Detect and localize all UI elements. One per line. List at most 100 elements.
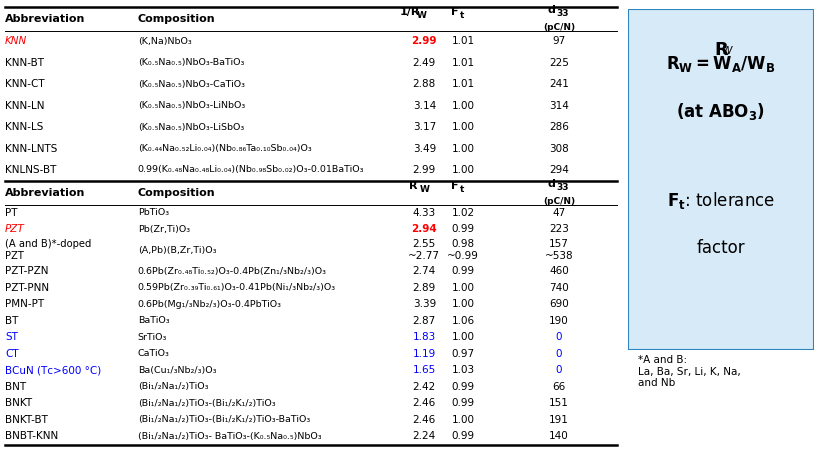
Text: Ba(Cu₁/₃Nb₂/₃)O₃: Ba(Cu₁/₃Nb₂/₃)O₃ xyxy=(137,366,216,375)
Text: 308: 308 xyxy=(548,144,568,154)
Text: KNN-LS: KNN-LS xyxy=(5,122,43,132)
Text: 314: 314 xyxy=(548,101,568,110)
Text: *A and B:
La, Ba, Sr, Li, K, Na,
and Nb: *A and B: La, Ba, Sr, Li, K, Na, and Nb xyxy=(637,355,739,388)
Text: 3.17: 3.17 xyxy=(412,122,436,132)
Text: PZT: PZT xyxy=(5,251,24,261)
Text: 3.39: 3.39 xyxy=(412,299,436,309)
Text: 140: 140 xyxy=(548,431,568,441)
Text: Composition: Composition xyxy=(137,13,215,24)
Text: (pC/N): (pC/N) xyxy=(542,197,575,206)
Text: (Bi₁/₂Na₁/₂)TiO₃- BaTiO₃-(K₀.₅Na₀.₅)NbO₃: (Bi₁/₂Na₁/₂)TiO₃- BaTiO₃-(K₀.₅Na₀.₅)NbO₃ xyxy=(137,432,321,441)
Text: 2.46: 2.46 xyxy=(412,398,436,408)
Text: 2.49: 2.49 xyxy=(412,58,436,68)
Text: 151: 151 xyxy=(548,398,568,408)
Text: 0.6Pb(Zr₀.₄₈Ti₀.₅₂)O₃-0.4Pb(Zn₁/₃Nb₂/₃)O₃: 0.6Pb(Zr₀.₄₈Ti₀.₅₂)O₃-0.4Pb(Zn₁/₃Nb₂/₃)O… xyxy=(137,267,326,276)
Text: (pC/N): (pC/N) xyxy=(542,23,575,32)
Text: KNN: KNN xyxy=(5,36,27,46)
Text: 740: 740 xyxy=(548,283,568,293)
Text: 2.88: 2.88 xyxy=(412,79,436,89)
Text: factor: factor xyxy=(696,239,744,257)
Text: 1.00: 1.00 xyxy=(451,101,474,110)
Text: 1.00: 1.00 xyxy=(451,165,474,175)
Text: 2.24: 2.24 xyxy=(412,431,436,441)
Text: 157: 157 xyxy=(548,239,568,250)
Text: 286: 286 xyxy=(548,122,568,132)
Text: CT: CT xyxy=(5,349,18,359)
Text: 3.14: 3.14 xyxy=(412,101,436,110)
Text: 1.00: 1.00 xyxy=(451,332,474,342)
Text: 1.06: 1.06 xyxy=(451,316,474,326)
Text: (Bi₁/₂Na₁/₂)TiO₃-(Bi₁/₂K₁/₂)TiO₃-BaTiO₃: (Bi₁/₂Na₁/₂)TiO₃-(Bi₁/₂K₁/₂)TiO₃-BaTiO₃ xyxy=(137,415,310,424)
Text: (K₀.₅Na₀.₅)NbO₃-CaTiO₃: (K₀.₅Na₀.₅)NbO₃-CaTiO₃ xyxy=(137,80,244,89)
Text: 1.02: 1.02 xyxy=(451,208,474,218)
Text: 2.99: 2.99 xyxy=(412,165,436,175)
Text: ST: ST xyxy=(5,332,18,342)
Text: BNKT-BT: BNKT-BT xyxy=(5,415,48,425)
Text: 0.99: 0.99 xyxy=(451,382,474,392)
Text: 223: 223 xyxy=(548,224,568,234)
Text: F: F xyxy=(450,7,458,17)
FancyBboxPatch shape xyxy=(627,9,813,350)
Text: KNN-LN: KNN-LN xyxy=(5,101,45,110)
Text: 0: 0 xyxy=(555,365,561,375)
Text: Abbreviation: Abbreviation xyxy=(5,188,85,198)
Text: PT: PT xyxy=(5,208,17,218)
Text: (K₀.₅Na₀.₅)NbO₃-BaTiO₃: (K₀.₅Na₀.₅)NbO₃-BaTiO₃ xyxy=(137,58,243,67)
Text: 1.01: 1.01 xyxy=(451,36,474,46)
Text: 1.00: 1.00 xyxy=(451,144,474,154)
Text: 1/R: 1/R xyxy=(399,7,419,17)
Text: 241: 241 xyxy=(548,79,568,89)
Text: 0.59Pb(Zr₀.₃₉Ti₀.₆₁)O₃-0.41Pb(Ni₁/₃Nb₂/₃)O₃: 0.59Pb(Zr₀.₃₉Ti₀.₆₁)O₃-0.41Pb(Ni₁/₃Nb₂/₃… xyxy=(137,283,335,292)
Text: 1.01: 1.01 xyxy=(451,58,474,68)
Text: (K,Na)NbO₃: (K,Na)NbO₃ xyxy=(137,37,191,46)
Text: 1.00: 1.00 xyxy=(451,415,474,425)
Text: PZT: PZT xyxy=(5,224,25,234)
Text: BT: BT xyxy=(5,316,18,326)
Text: 1.00: 1.00 xyxy=(451,122,474,132)
Text: SrTiO₃: SrTiO₃ xyxy=(137,333,167,342)
Text: (K₀.₅Na₀.₅)NbO₃-LiSbO₃: (K₀.₅Na₀.₅)NbO₃-LiSbO₃ xyxy=(137,123,243,132)
Text: 0.98: 0.98 xyxy=(451,239,474,250)
Text: 2.94: 2.94 xyxy=(411,224,436,234)
Text: $\mathbf{F_t}$: tolerance: $\mathbf{F_t}$: tolerance xyxy=(666,189,774,211)
Text: ~538: ~538 xyxy=(544,251,572,261)
Text: 1.00: 1.00 xyxy=(451,283,474,293)
Text: 0.99: 0.99 xyxy=(451,266,474,277)
Text: 191: 191 xyxy=(548,415,568,425)
Text: 1.00: 1.00 xyxy=(451,299,474,309)
Text: 33: 33 xyxy=(556,9,568,18)
Text: d: d xyxy=(547,179,555,189)
Text: CaTiO₃: CaTiO₃ xyxy=(137,349,170,358)
Text: 294: 294 xyxy=(548,165,568,175)
Text: W: W xyxy=(419,185,429,194)
Text: 3.49: 3.49 xyxy=(412,144,436,154)
Text: BNT: BNT xyxy=(5,382,26,392)
Text: 0.99: 0.99 xyxy=(451,431,474,441)
Text: ~0.99: ~0.99 xyxy=(446,251,479,261)
Text: 0.97: 0.97 xyxy=(451,349,474,359)
Text: (A and B)*-doped: (A and B)*-doped xyxy=(5,239,91,250)
Text: R: R xyxy=(713,41,727,59)
Text: 690: 690 xyxy=(548,299,568,309)
Text: F: F xyxy=(450,181,458,191)
Text: Abbreviation: Abbreviation xyxy=(5,13,85,24)
Text: 1.19: 1.19 xyxy=(412,349,436,359)
Text: W: W xyxy=(416,11,426,20)
Text: 0.6Pb(Mg₁/₃Nb₂/₃)O₃-0.4PbTiO₃: 0.6Pb(Mg₁/₃Nb₂/₃)O₃-0.4PbTiO₃ xyxy=(137,300,282,309)
Text: 0.99(K₀.₄₈Na₀.₄₈Li₀.₀₄)(Nb₀.₉₈Sb₀.₀₂)O₃-0.01BaTiO₃: 0.99(K₀.₄₈Na₀.₄₈Li₀.₀₄)(Nb₀.₉₈Sb₀.₀₂)O₃-… xyxy=(137,166,363,175)
Text: (K₀.₅Na₀.₅)NbO₃-LiNbO₃: (K₀.₅Na₀.₅)NbO₃-LiNbO₃ xyxy=(137,101,244,110)
Text: 66: 66 xyxy=(551,382,565,392)
Text: 2.46: 2.46 xyxy=(412,415,436,425)
Text: 0.99: 0.99 xyxy=(451,224,474,234)
Text: PMN-PT: PMN-PT xyxy=(5,299,44,309)
Text: 2.89: 2.89 xyxy=(412,283,436,293)
Text: KNN-CT: KNN-CT xyxy=(5,79,45,89)
Text: BNBT-KNN: BNBT-KNN xyxy=(5,431,58,441)
Text: KNN-LNTS: KNN-LNTS xyxy=(5,144,57,154)
Text: Composition: Composition xyxy=(137,188,215,198)
Text: PbTiO₃: PbTiO₃ xyxy=(137,208,169,217)
Text: 2.55: 2.55 xyxy=(412,239,436,250)
Text: 1.65: 1.65 xyxy=(412,365,436,375)
Text: $\mathbf{(at\ ABO_3)}$: $\mathbf{(at\ ABO_3)}$ xyxy=(676,101,764,122)
Text: 1.83: 1.83 xyxy=(412,332,436,342)
